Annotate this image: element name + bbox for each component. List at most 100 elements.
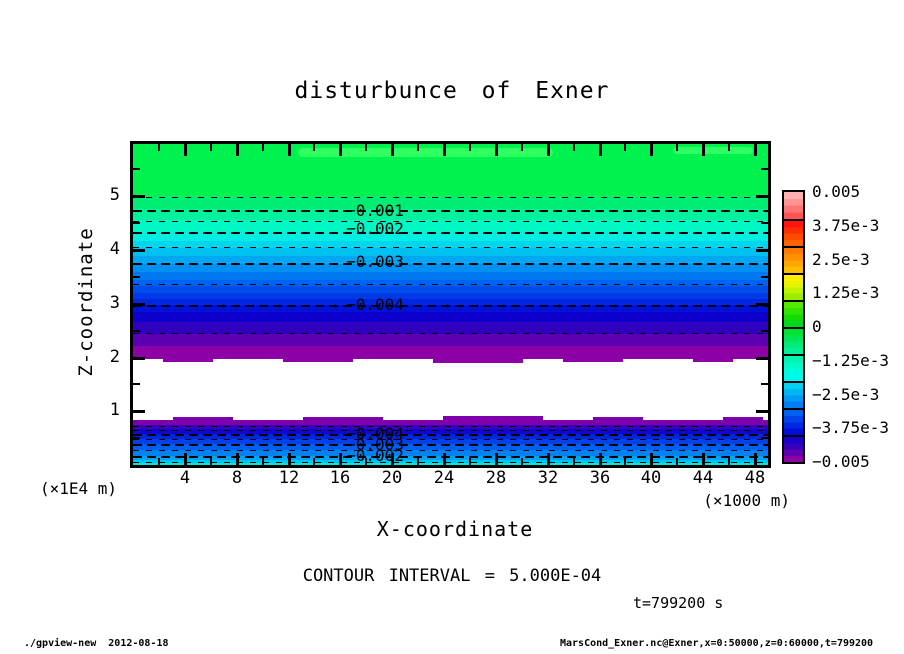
footer-source: MarsCond_Exner.nc@Exner,x=0:50000,z=0:60…: [560, 638, 874, 649]
x-tick-label: 24: [433, 468, 455, 488]
y-major-tick: [756, 303, 768, 306]
x-minor-tick: [573, 458, 575, 465]
colorbar-segment: [784, 408, 803, 435]
y-minor-tick: [133, 383, 140, 385]
fill-band: [133, 248, 768, 256]
x-major-tick: [391, 453, 394, 465]
y-major-tick: [756, 357, 768, 360]
y-minor-tick: [133, 222, 140, 224]
x-minor-tick: [365, 458, 367, 465]
contour-label: −0.004: [346, 424, 404, 443]
x-major-tick: [236, 144, 239, 156]
ragged-edge-nub: [433, 359, 523, 363]
x-major-tick: [495, 453, 498, 465]
x-major-tick: [754, 453, 757, 465]
x-minor-tick: [728, 144, 730, 151]
colorbar-tick-label: 0.005: [812, 182, 861, 201]
fill-band: [133, 429, 768, 434]
y-minor-tick: [761, 222, 768, 224]
ragged-edge-nub: [173, 417, 233, 420]
contour-line: [133, 210, 768, 212]
y-minor-tick: [761, 437, 768, 439]
x-major-tick: [184, 453, 187, 465]
ragged-edge-nub: [163, 359, 213, 362]
contour-line: [133, 462, 768, 463]
contour-label: −0.001: [346, 201, 404, 220]
y-tick-label: 1: [109, 400, 120, 420]
ragged-edge-nub: [443, 416, 543, 420]
x-major-tick: [599, 453, 602, 465]
x-minor-tick: [676, 458, 678, 465]
y-minor-tick: [133, 168, 140, 170]
y-minor-tick: [133, 330, 140, 332]
contour-interval-note: CONTOUR INTERVAL = 5.000E-04: [302, 566, 602, 586]
fill-band: [133, 280, 768, 286]
x-minor-tick: [365, 144, 367, 151]
fill-band: [133, 346, 768, 359]
x-minor-tick: [210, 458, 212, 465]
x-minor-tick: [262, 458, 264, 465]
colorbar-segment: [784, 435, 803, 462]
fill-band: [133, 322, 768, 334]
y-minor-tick: [761, 276, 768, 278]
ragged-edge-nub: [563, 359, 623, 362]
x-major-tick: [495, 144, 498, 156]
ragged-edge-nub: [693, 359, 733, 362]
x-major-tick: [184, 144, 187, 156]
x-major-tick: [288, 453, 291, 465]
x-tick-label: 48: [744, 468, 766, 488]
fill-band: [133, 463, 768, 465]
y-major-tick: [756, 410, 768, 413]
x-minor-tick: [262, 144, 264, 151]
fill-band: [133, 272, 768, 280]
x-tick-label: 32: [537, 468, 559, 488]
contour-line: [133, 263, 768, 265]
contour-label: −0.002: [346, 446, 404, 465]
colorbar-segment: [784, 246, 803, 273]
x-axis-unit: (×1000 m): [703, 491, 790, 510]
contour-line: [133, 305, 768, 307]
fill-band: [133, 256, 768, 264]
fill-band: [133, 312, 768, 322]
fill-band: [133, 220, 768, 232]
x-major-tick: [391, 144, 394, 156]
x-minor-tick: [313, 458, 315, 465]
colorbar-tick-label: 0: [812, 317, 822, 336]
x-minor-tick: [417, 144, 419, 151]
fill-band: [133, 444, 768, 450]
contour-line: [133, 439, 768, 440]
colorbar-segment: [784, 381, 803, 408]
contour-label: −0.002: [346, 219, 404, 238]
contour-label: −0.003: [346, 252, 404, 271]
contour-line: [133, 450, 768, 451]
contour-line: [133, 221, 768, 222]
contour-line: [133, 247, 768, 248]
x-minor-tick: [313, 144, 315, 151]
fill-band: [133, 450, 768, 456]
y-major-tick: [133, 195, 145, 198]
x-axis-title: X-coordinate: [376, 517, 534, 541]
x-major-tick: [339, 144, 342, 156]
x-minor-tick: [469, 458, 471, 465]
x-tick-label: 40: [640, 468, 662, 488]
fill-band: [133, 305, 768, 312]
fill-band: [133, 434, 768, 439]
x-tick-label: 16: [329, 468, 351, 488]
contour-line: [133, 434, 768, 436]
x-major-tick: [236, 453, 239, 465]
colorbar: [782, 190, 805, 464]
ragged-edge-nub: [723, 417, 763, 420]
fill-band: [133, 420, 768, 425]
colorbar-segment: [784, 273, 803, 300]
x-major-tick: [443, 453, 446, 465]
time-annotation: t=799200 s: [633, 594, 724, 612]
contour-line: [133, 333, 768, 334]
colorbar-tick-label: 3.75e-3: [812, 215, 880, 235]
x-major-tick: [443, 144, 446, 156]
fill-band: [133, 439, 768, 444]
contour-line: [133, 456, 768, 458]
fill-band: [133, 196, 768, 209]
colorbar-tick-label: −3.75e-3: [812, 418, 890, 438]
fill-patch: [673, 147, 753, 154]
